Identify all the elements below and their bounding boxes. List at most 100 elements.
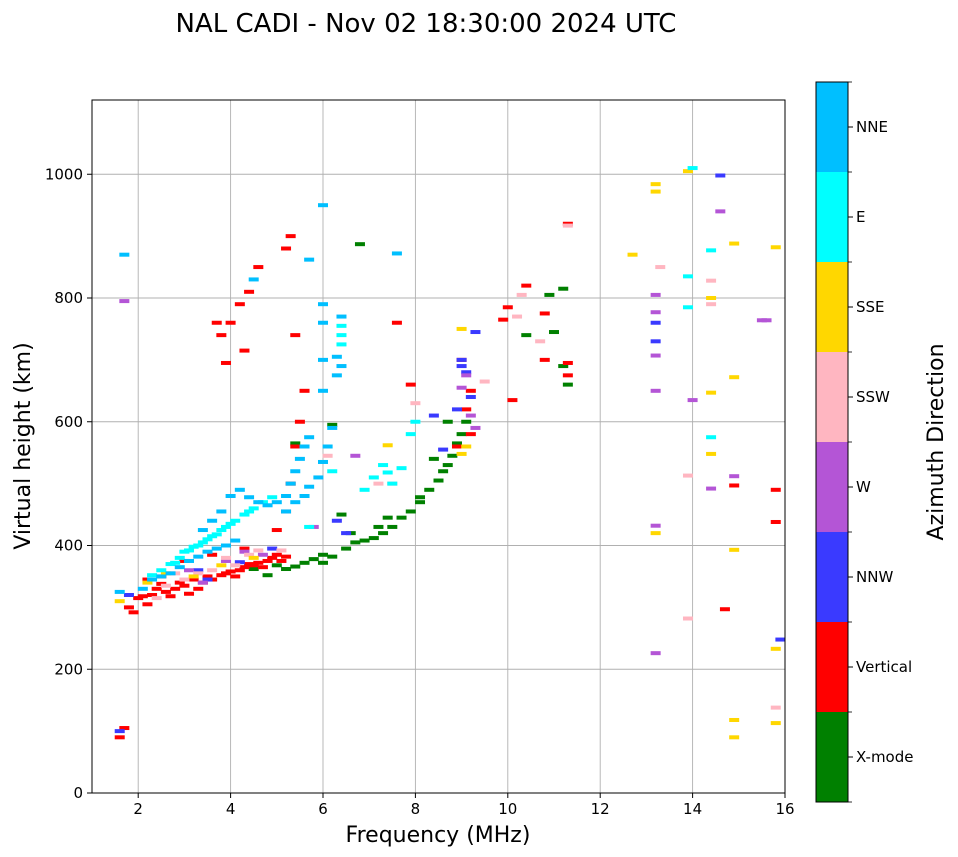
data-point-x-mode: [262, 573, 273, 578]
data-point-w: [650, 651, 661, 656]
data-point-e: [225, 521, 236, 526]
data-point-e: [248, 506, 259, 511]
x-tick-label: 16: [775, 800, 794, 818]
data-point-nne: [184, 558, 195, 563]
data-point-sse: [650, 182, 661, 187]
data-point-x-mode: [387, 524, 398, 529]
data-point-e: [304, 524, 315, 529]
data-point-x-mode: [336, 512, 347, 517]
data-point-vertical: [502, 305, 513, 310]
data-point-nne: [234, 487, 245, 492]
data-point-nnw: [456, 364, 467, 369]
data-point-nne: [318, 357, 328, 362]
data-point-nnw: [202, 577, 213, 582]
data-point-vertical: [253, 560, 264, 565]
data-point-x-mode: [341, 546, 352, 551]
data-point-nne: [248, 277, 259, 282]
data-point-nnw: [775, 637, 786, 642]
data-point-x-mode: [327, 554, 338, 559]
data-point-nnw: [650, 320, 661, 325]
data-point-nnw: [428, 413, 439, 418]
y-tick-label: 400: [54, 537, 83, 555]
data-point-ssw: [151, 596, 162, 601]
colorbar-swatch-ssw: [816, 352, 848, 442]
data-point-e: [382, 470, 393, 475]
data-point-sse: [729, 241, 740, 246]
data-point-nne: [285, 481, 296, 486]
data-point-vertical: [174, 580, 185, 585]
data-point-e: [156, 568, 167, 573]
data-point-nne: [322, 444, 333, 449]
data-point-nne: [156, 574, 167, 579]
data-point-ssw: [682, 616, 693, 621]
data-point-w: [715, 209, 726, 214]
data-point-x-mode: [354, 242, 365, 247]
data-point-x-mode: [521, 333, 532, 338]
data-point-vertical: [165, 594, 176, 599]
data-point-vertical: [257, 565, 268, 570]
data-point-vertical: [248, 563, 259, 568]
data-point-nne: [165, 571, 176, 576]
x-tick-label: 6: [318, 800, 328, 818]
data-point-e: [396, 466, 407, 471]
colorbar-label-x-mode: X-mode: [856, 748, 913, 766]
data-point-nne: [331, 354, 342, 359]
data-point-vertical: [461, 407, 472, 412]
data-point-sse: [729, 717, 740, 722]
colorbar-frame: [815, 81, 849, 803]
data-point-nnw: [234, 560, 245, 565]
data-point-e: [230, 518, 241, 523]
data-point-x-mode: [544, 292, 555, 297]
data-point-vertical: [729, 483, 740, 488]
data-point-vertical: [128, 610, 139, 615]
data-point-w: [650, 310, 661, 315]
data-point-ssw: [244, 552, 255, 557]
data-point-e: [239, 512, 250, 517]
data-point-nne: [299, 494, 310, 498]
data-point-vertical: [521, 283, 532, 288]
data-point-w: [650, 523, 661, 528]
data-point-nne: [207, 518, 218, 523]
axes: 2 4 6 8 10 12 14 16 0 200 400 600 800 1000: [45, 99, 795, 818]
data-point-vertical: [271, 528, 282, 533]
data-point-ssw: [276, 548, 287, 553]
data-point-nnw: [193, 568, 204, 573]
data-point-sse: [770, 245, 781, 250]
y-tick-label: 0: [73, 784, 83, 802]
data-point-x-mode: [424, 487, 435, 492]
colorbar-swatch-x-mode: [816, 712, 848, 802]
data-point-sse: [188, 574, 199, 579]
grid-lines: [92, 100, 786, 794]
data-point-nne: [318, 203, 328, 208]
data-point-vertical: [451, 444, 462, 449]
data-point-vertical: [234, 302, 245, 307]
data-point-x-mode: [359, 538, 370, 543]
colorbar-label: Azimuth Direction: [924, 343, 949, 540]
data-point-e: [378, 463, 389, 468]
data-point-w: [706, 486, 717, 491]
data-point-sse: [770, 721, 781, 726]
data-point-ssw: [410, 401, 421, 406]
data-point-sse: [729, 547, 740, 552]
data-point-vertical: [211, 320, 222, 325]
data-point-vertical: [234, 568, 245, 573]
data-point-vertical: [119, 726, 130, 731]
data-point-nne: [281, 509, 292, 514]
x-tick-label: 12: [591, 800, 610, 818]
data-point-vertical: [137, 594, 148, 599]
data-point-nnw: [114, 729, 125, 734]
data-point-e: [202, 537, 213, 542]
data-point-vertical: [239, 348, 250, 353]
data-point-x-mode: [382, 515, 393, 520]
data-point-nne: [137, 586, 148, 591]
data-point-x-mode: [405, 509, 416, 514]
data-point-w: [470, 425, 481, 430]
data-point-nne: [271, 500, 282, 505]
data-point-vertical: [294, 419, 305, 424]
x-axis-label: Frequency (MHz): [346, 823, 531, 848]
y-tick-label: 1000: [45, 165, 83, 183]
data-point-vertical: [498, 317, 509, 322]
x-tick-label: 8: [411, 800, 421, 818]
data-point-e: [197, 540, 208, 545]
data-point-nnw: [465, 395, 476, 399]
